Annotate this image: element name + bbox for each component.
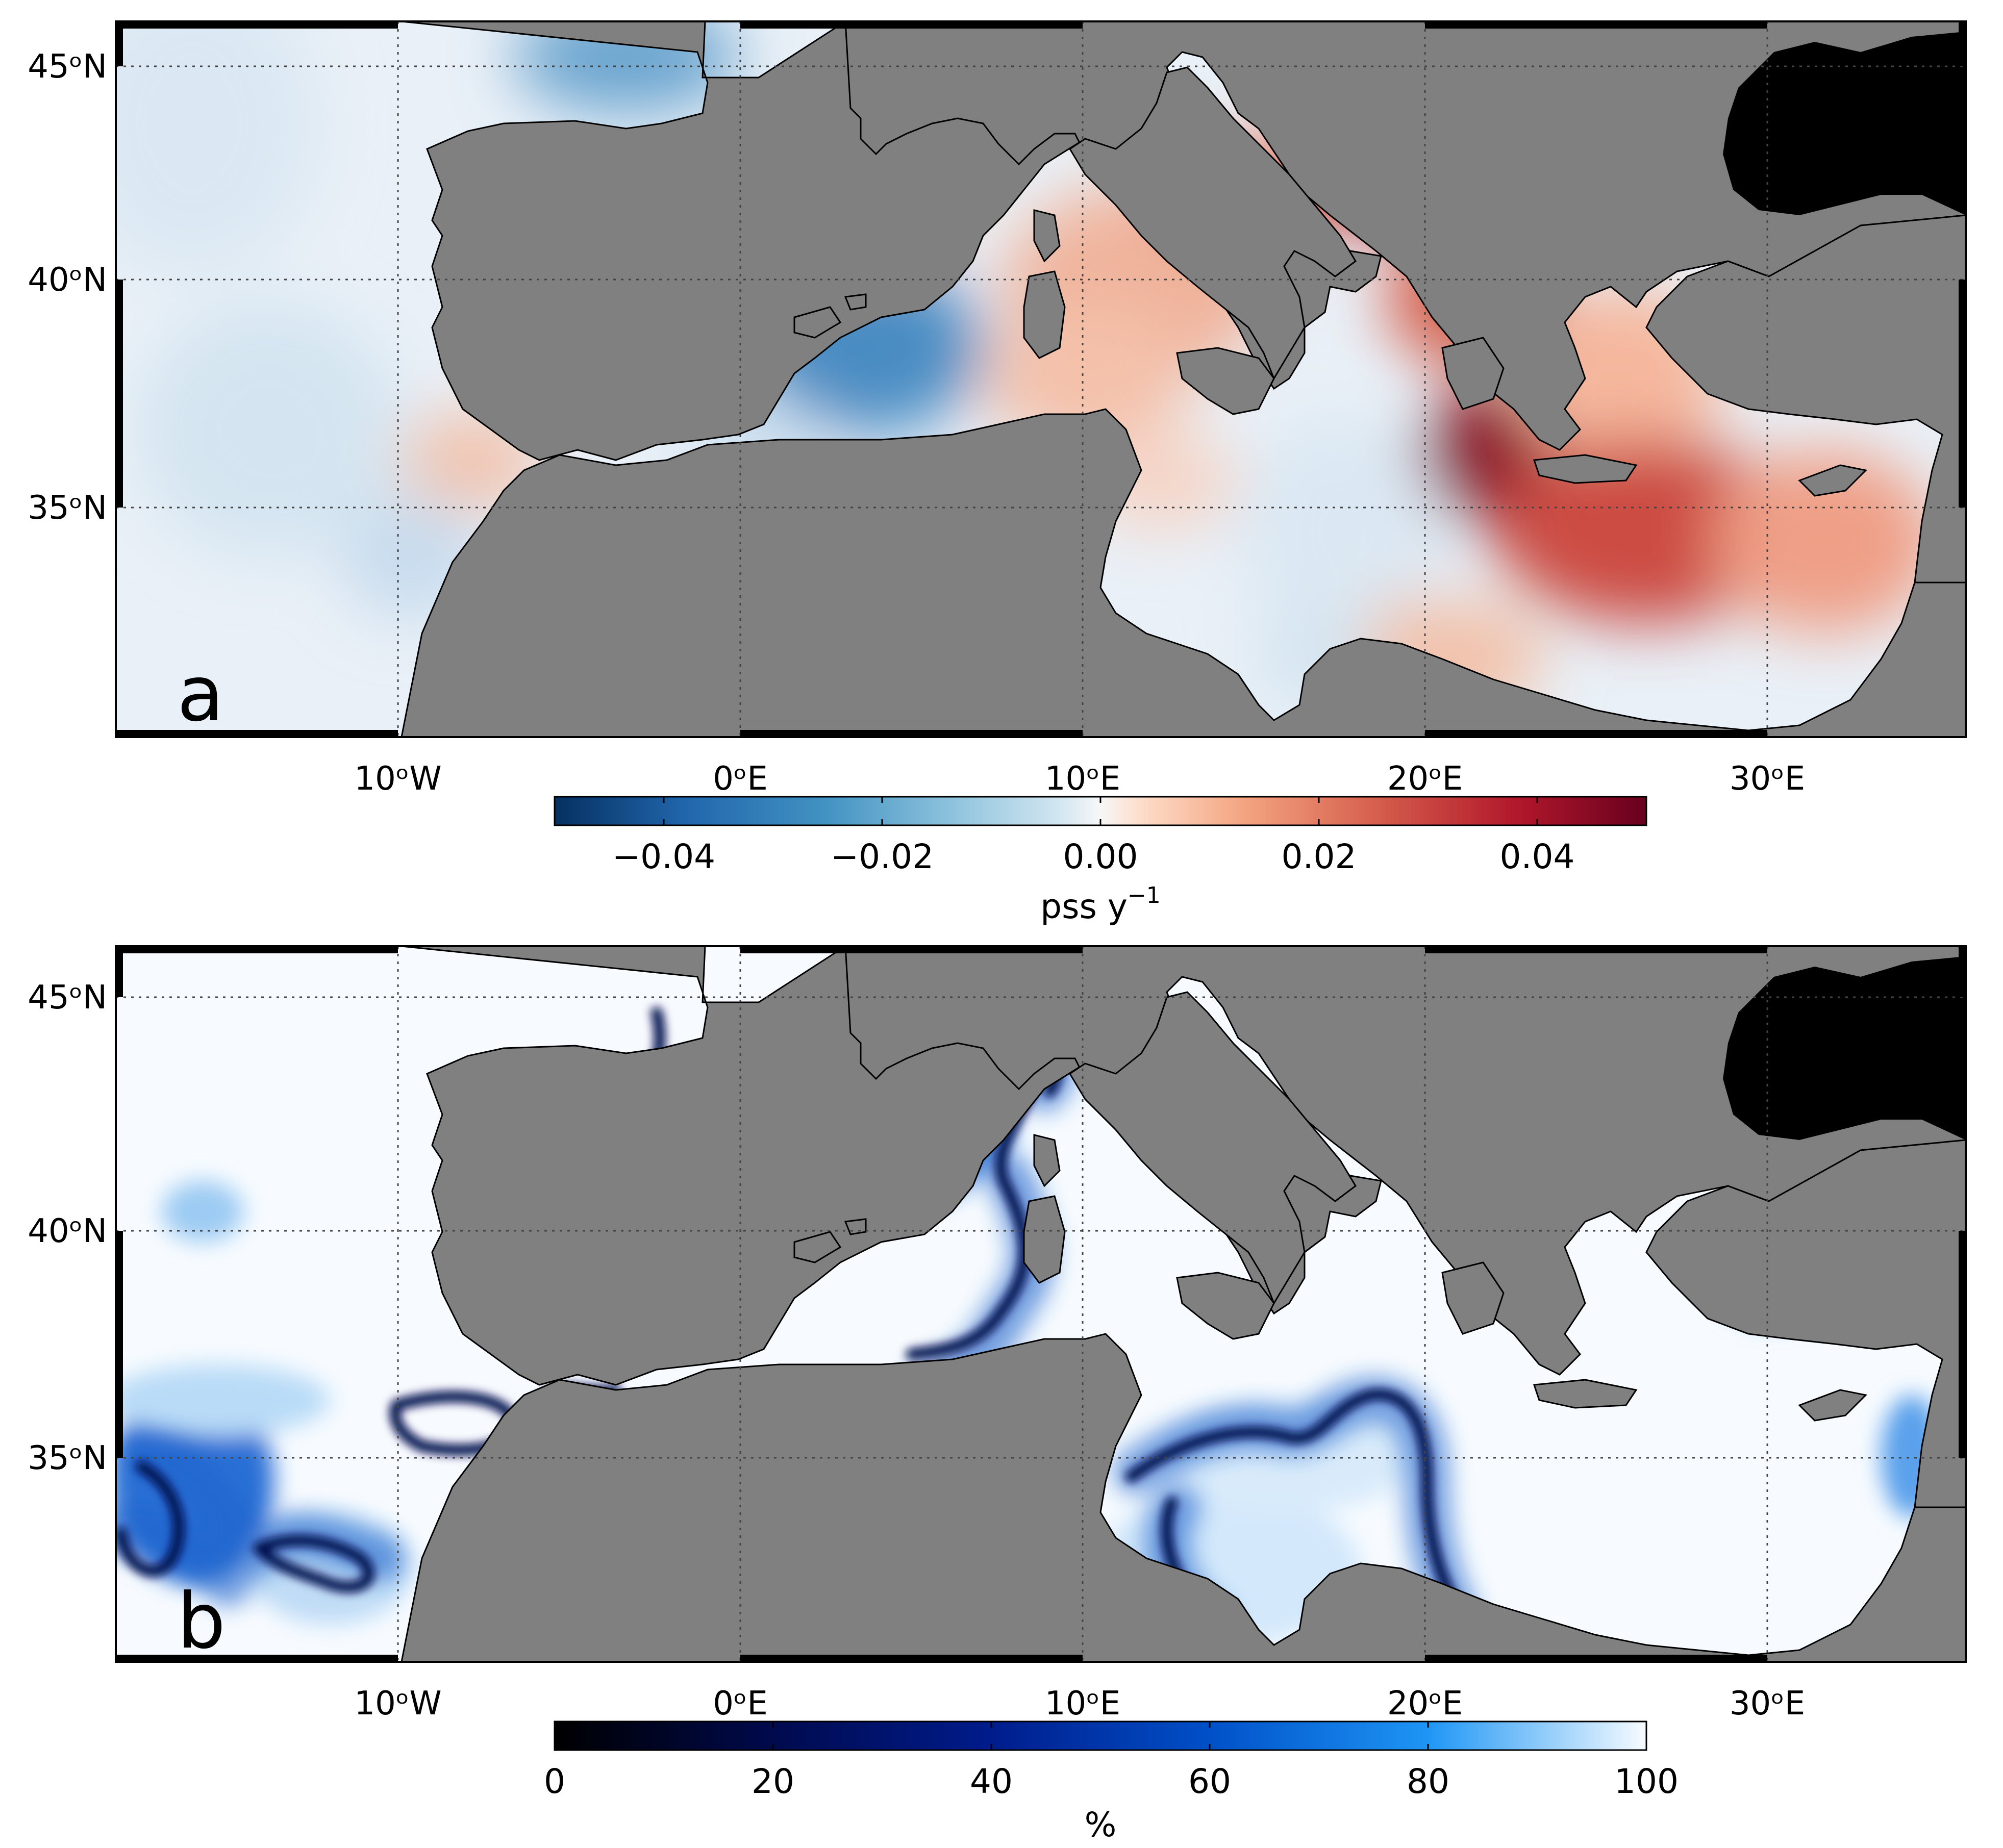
lon-label: 0ᵒE	[713, 1685, 768, 1723]
lat-label: 35ᵒN	[28, 1439, 107, 1477]
lon-label: 0ᵒE	[713, 760, 768, 798]
colorbar-tick: 0	[544, 1762, 565, 1801]
colorbar-a: −0.04 −0.02 0.00 0.02 0.04 pss y−1	[554, 796, 1647, 926]
lon-labels-a: 10ᵒW 0ᵒE 10ᵒE 20ᵒE 30ᵒE	[354, 760, 1805, 798]
unit-superscript: −1	[1128, 882, 1161, 908]
colorbar-tick: 60	[1188, 1762, 1231, 1801]
lon-label: 30ᵒE	[1730, 760, 1805, 798]
border-ticks	[116, 21, 1966, 737]
unit-text: pss y	[1040, 887, 1128, 926]
panel-b: b	[115, 945, 1967, 1666]
graticule	[116, 946, 1966, 1662]
lat-label: 45ᵒN	[28, 48, 107, 86]
colorbar-tick: −0.02	[831, 837, 934, 876]
colorbar-tick: 0.02	[1282, 837, 1357, 876]
colorbar-tick: 100	[1614, 1762, 1679, 1801]
lat-label: 40ᵒN	[28, 1212, 107, 1250]
lon-label: 10ᵒE	[1045, 760, 1120, 798]
lat-label: 40ᵒN	[28, 261, 107, 299]
colorbar-unit: pss y−1	[1040, 882, 1161, 926]
lon-labels-b: 10ᵒW 0ᵒE 10ᵒE 20ᵒE 30ᵒE	[354, 1685, 1805, 1723]
colorbar-unit: %	[1085, 1805, 1117, 1844]
colorbar-tick: 20	[752, 1762, 794, 1801]
colorbar-tick: 0.04	[1500, 837, 1575, 876]
colorbar-tick: −0.04	[612, 837, 715, 876]
lon-label: 10ᵒE	[1045, 1685, 1120, 1723]
lon-label: 10ᵒW	[354, 760, 441, 798]
lon-label: 20ᵒE	[1387, 1685, 1463, 1723]
border-ticks	[116, 946, 1966, 1662]
lon-label: 30ᵒE	[1730, 1685, 1805, 1723]
colorbar-tick: 80	[1407, 1762, 1449, 1801]
panel-letter: b	[177, 1577, 226, 1666]
lat-labels-b: 45ᵒN 40ᵒN 35ᵒN	[28, 979, 107, 1477]
colorbar-tick: 40	[970, 1762, 1013, 1801]
lon-label: 20ᵒE	[1387, 760, 1463, 798]
colorbar-b: 0 20 40 60 80 100 %	[544, 1720, 1679, 1844]
lon-label: 10ᵒW	[354, 1685, 441, 1723]
lat-label: 35ᵒN	[28, 489, 107, 527]
colorbar-tick: 0.00	[1063, 837, 1138, 876]
panel-letter: a	[177, 650, 224, 739]
lat-labels-a: 45ᵒN 40ᵒN 35ᵒN	[28, 48, 107, 527]
panel-a: a	[115, 20, 1967, 739]
colorbar-gradient	[554, 1720, 1647, 1751]
graticule	[116, 21, 1966, 737]
lat-label: 45ᵒN	[28, 979, 107, 1017]
